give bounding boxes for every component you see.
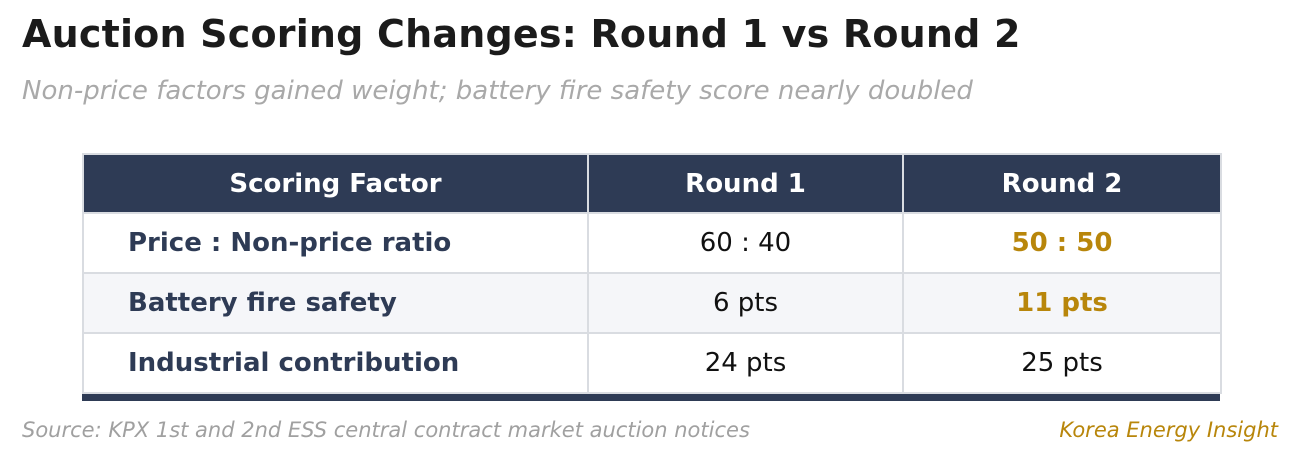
table-row: Price : Non-price ratio 60 : 40 50 : 50 <box>82 212 1222 274</box>
factor-cell: Battery fire safety <box>82 272 589 334</box>
table-header-row: Scoring Factor Round 1 Round 2 <box>82 153 1222 214</box>
scoring-table: Scoring Factor Round 1 Round 2 Price : N… <box>82 153 1222 394</box>
table-row: Industrial contribution 24 pts 25 pts <box>82 332 1222 394</box>
round2-cell: 25 pts <box>902 332 1222 394</box>
brand-credit: Korea Energy Insight <box>1059 418 1278 442</box>
table-bottom-rule <box>82 394 1220 401</box>
scoring-table-container: Scoring Factor Round 1 Round 2 Price : N… <box>82 153 1222 401</box>
factor-cell: Price : Non-price ratio <box>82 212 589 274</box>
round1-cell: 24 pts <box>587 332 904 394</box>
source-note: Source: KPX 1st and 2nd ESS central cont… <box>22 418 750 442</box>
round1-cell: 60 : 40 <box>587 212 904 274</box>
round1-cell: 6 pts <box>587 272 904 334</box>
table-row: Battery fire safety 6 pts 11 pts <box>82 272 1222 334</box>
column-header-scoring-factor: Scoring Factor <box>82 153 589 214</box>
page-title: Auction Scoring Changes: Round 1 vs Roun… <box>22 12 1021 56</box>
factor-cell: Industrial contribution <box>82 332 589 394</box>
round2-cell-highlighted: 11 pts <box>902 272 1222 334</box>
column-header-round-2: Round 2 <box>902 153 1222 214</box>
column-header-round-1: Round 1 <box>587 153 904 214</box>
round2-cell-highlighted: 50 : 50 <box>902 212 1222 274</box>
page-subtitle: Non-price factors gained weight; battery… <box>22 76 973 106</box>
